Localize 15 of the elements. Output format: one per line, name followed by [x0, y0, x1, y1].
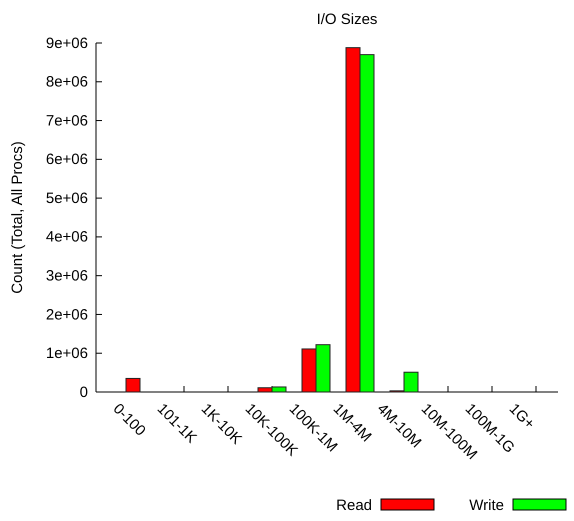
y-tick-label: 4e+06	[46, 228, 88, 246]
y-axis-title: Count (Total, All Procs)	[9, 141, 26, 294]
y-tick-label: 7e+06	[46, 112, 88, 130]
bar	[126, 378, 140, 392]
y-tick-label: 5e+06	[46, 190, 88, 207]
y-tick-label: 9e+06	[46, 34, 88, 52]
chart-title: I/O Sizes	[316, 11, 378, 28]
y-tick-label: 1e+06	[46, 345, 88, 362]
y-tick-label: 2e+06	[46, 306, 88, 324]
y-tick-label: 8e+06	[46, 74, 88, 91]
legend-label: Read	[336, 497, 372, 514]
legend-label: Write	[469, 497, 504, 514]
y-tick-label: 3e+06	[46, 267, 88, 284]
y-tick-label: 0	[80, 384, 88, 401]
y-tick-label: 6e+06	[46, 151, 88, 168]
